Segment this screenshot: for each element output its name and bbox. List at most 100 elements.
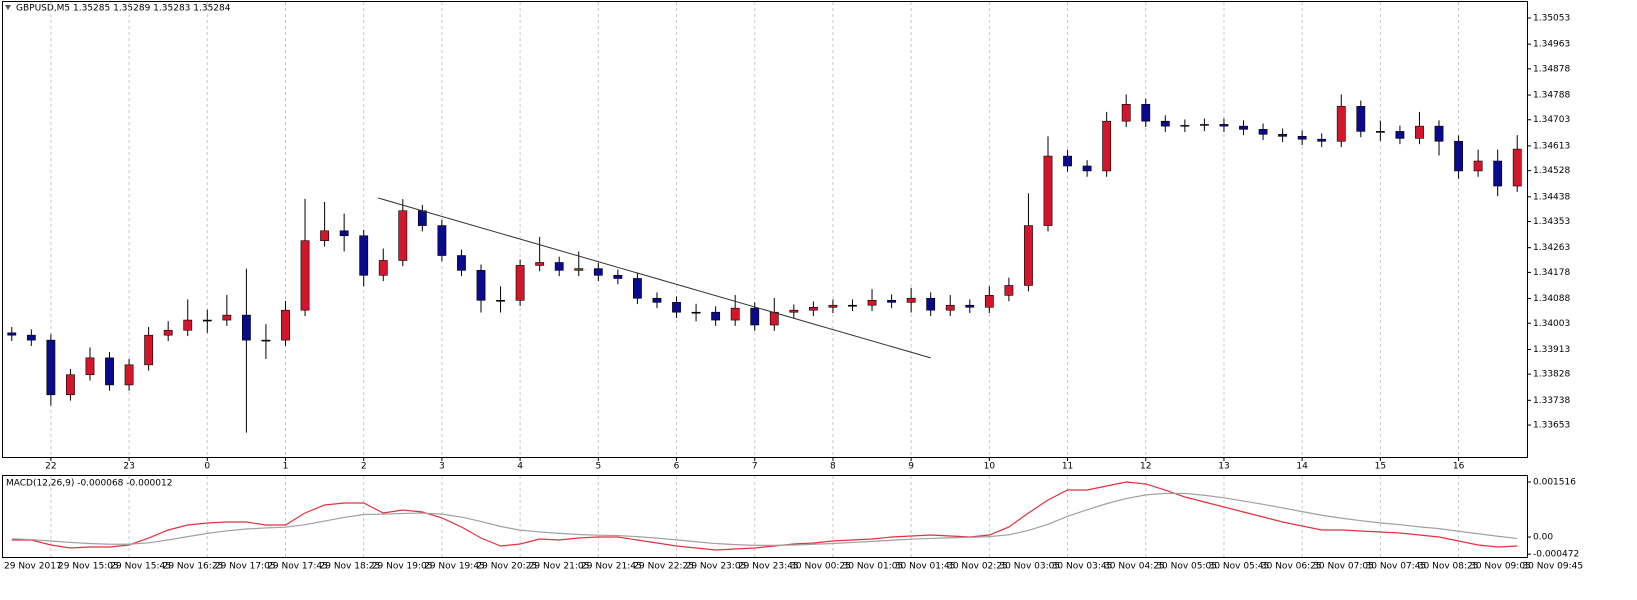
y-tick-label: 0.00 <box>1533 533 1553 543</box>
candle-body <box>1082 165 1092 172</box>
candle-body <box>535 262 545 266</box>
x-tick-label: 29 Nov 17:45 <box>267 562 328 572</box>
x-tick-label: 29 Nov 2017 <box>4 562 62 572</box>
candle-body <box>1297 136 1307 140</box>
candle-body <box>1102 120 1112 172</box>
candle-body <box>1512 148 1522 187</box>
candle-body <box>1043 155 1053 226</box>
x-tick-label: 29 Nov 18:25 <box>320 562 381 572</box>
x-tick-label: 10 <box>984 462 996 472</box>
x-tick-label: 14 <box>1296 462 1308 472</box>
candle-body <box>887 299 896 303</box>
candle-body <box>46 339 56 396</box>
x-tick-label: 30 Nov 03:45 <box>1052 562 1113 572</box>
y-tick-label: 1.34878 <box>1533 64 1570 74</box>
candle-body <box>633 278 642 299</box>
candle-body <box>1356 106 1366 132</box>
x-tick-label: 29 Nov 15:45 <box>110 562 171 572</box>
x-tick-label: 30 Nov 09:45 <box>1522 562 1583 572</box>
candle-body <box>359 235 369 276</box>
candle-body <box>144 334 154 366</box>
x-tick-label: 8 <box>830 462 836 472</box>
y-tick-label: 1.34613 <box>1533 141 1570 151</box>
candle-body <box>1180 124 1190 127</box>
candle-body <box>1493 160 1503 187</box>
candle-body <box>1121 104 1131 122</box>
candle-body <box>1239 125 1248 130</box>
candle-body <box>613 274 623 279</box>
trendline <box>377 197 931 359</box>
x-tick-label: 3 <box>439 462 445 472</box>
candle-body <box>769 311 779 326</box>
y-tick-label: 1.34003 <box>1533 319 1570 329</box>
macd-title: MACD(12,26,9) -0.000068 -0.000012 <box>6 479 172 489</box>
x-tick-label: 30 Nov 01:45 <box>895 562 956 572</box>
x-tick-label: 29 Nov 17:05 <box>215 562 276 572</box>
candle-body <box>1375 131 1385 133</box>
candle-body <box>574 268 584 271</box>
candle-body <box>828 304 838 308</box>
y-tick-label: 1.34438 <box>1533 192 1570 202</box>
x-tick-label: 6 <box>674 462 680 472</box>
x-tick-label: 29 Nov 21:45 <box>581 562 642 572</box>
candle-body <box>1317 138 1327 142</box>
x-tick-label: 30 Nov 01:05 <box>843 562 904 572</box>
candle-body <box>808 306 818 311</box>
y-tick-label: 1.34963 <box>1533 40 1570 50</box>
price-pane <box>2 1 1528 458</box>
candle-body <box>711 311 721 321</box>
candle-body <box>66 374 75 396</box>
y-tick-label: -0.000472 <box>1533 550 1579 560</box>
candle-body <box>202 319 212 322</box>
candle-body <box>300 240 310 311</box>
title-icon <box>5 5 11 10</box>
candle-body <box>593 268 603 276</box>
macd-line <box>11 492 1518 546</box>
x-tick-label: 30 Nov 02:25 <box>947 562 1008 572</box>
x-tick-label: 30 Nov 00:25 <box>790 562 851 572</box>
y-tick-label: 1.33828 <box>1533 370 1570 380</box>
candle-body <box>105 357 114 386</box>
x-tick-label: 30 Nov 07:05 <box>1313 562 1374 572</box>
candle-body <box>241 314 251 341</box>
x-tick-label: 29 Nov 22:25 <box>633 562 694 572</box>
price-title: GBPUSD,M5 1.35285 1.35289 1.35283 1.3528… <box>16 4 231 14</box>
candle-body <box>652 297 662 303</box>
candle-body <box>339 230 349 237</box>
y-tick-label: 1.33738 <box>1533 396 1570 406</box>
macd-pane <box>2 475 1528 558</box>
x-tick-label: 29 Nov 15:05 <box>58 562 119 572</box>
candle-body <box>1258 129 1268 135</box>
x-tick-label: 29 Nov 23:05 <box>686 562 747 572</box>
y-tick-label: 1.34353 <box>1533 217 1570 227</box>
candle-body <box>750 307 760 326</box>
candle-body <box>281 309 290 341</box>
x-tick-label: 30 Nov 07:45 <box>1366 562 1427 572</box>
y-tick-label: 1.33653 <box>1533 421 1570 431</box>
candle-body <box>1219 124 1229 127</box>
x-tick-label: 30 Nov 03:05 <box>999 562 1060 572</box>
candle-body <box>1063 155 1072 167</box>
x-tick-label: 12 <box>1140 462 1151 472</box>
candle-body <box>730 307 740 321</box>
x-tick-label: 13 <box>1218 462 1229 472</box>
candle-body <box>1336 106 1346 142</box>
candle-body <box>1141 104 1151 122</box>
candle-body <box>672 302 681 313</box>
candle-body <box>261 339 271 342</box>
candle-body <box>1160 120 1170 127</box>
candle-body <box>85 357 95 376</box>
candle-body <box>1024 225 1033 286</box>
x-tick-label: 29 Nov 23:45 <box>738 562 799 572</box>
x-tick-label: 29 Nov 16:25 <box>163 562 224 572</box>
candle-body <box>1199 124 1209 126</box>
x-tick-label: 29 Nov 19:45 <box>424 562 485 572</box>
candle-body <box>457 255 466 271</box>
candle-body <box>906 297 916 303</box>
y-tick-label: 1.34703 <box>1533 115 1570 125</box>
x-tick-label: 2 <box>361 462 367 472</box>
candle-body <box>691 311 701 314</box>
y-tick-label: 1.35053 <box>1533 13 1570 23</box>
x-tick-label: 4 <box>517 462 523 472</box>
